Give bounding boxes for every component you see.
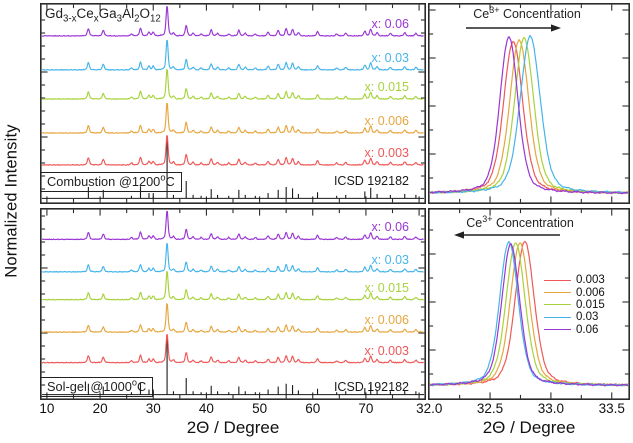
trace-label-x-0.03: x: 0.03 xyxy=(371,50,409,65)
x-tick-label: 32.0 xyxy=(416,401,443,416)
legend-item-label: 0.03 xyxy=(576,311,599,324)
zoom-trace-0.03 xyxy=(429,34,629,194)
y-axis-title: Normalized Intensity xyxy=(2,124,21,278)
panel-frame xyxy=(428,208,630,400)
trace-x-0.03 xyxy=(41,242,424,273)
legend-color-line xyxy=(544,329,571,331)
trace-x-0.006 xyxy=(41,102,424,134)
trace-x-0.015 xyxy=(41,68,424,100)
x-tick-label: 33.0 xyxy=(537,401,565,416)
panel-solgel-pattern xyxy=(40,208,426,400)
legend-item: 0.015 xyxy=(544,299,605,311)
y-ticks xyxy=(429,9,629,179)
x-tick-label: 10 xyxy=(39,401,55,416)
y-ticks xyxy=(41,215,425,386)
legend-color-line xyxy=(544,316,571,318)
trace-label-x-0.006: x: 0.006 xyxy=(364,114,409,129)
trace-label-x-0.015: x: 0.015 xyxy=(364,280,409,295)
trace-label-x-0.015: x: 0.015 xyxy=(364,80,409,95)
y-ticks xyxy=(41,19,425,190)
legend-item-label: 0.015 xyxy=(576,298,605,311)
panel-frame xyxy=(428,3,630,204)
x-tick-label: 50 xyxy=(252,401,268,416)
method-label: Combustion @1200oC xyxy=(40,172,182,192)
legend-item: 0.06 xyxy=(544,324,605,336)
x-tick-label: 33.5 xyxy=(598,401,625,416)
trace-label-x-0.06: x: 0.06 xyxy=(371,16,409,31)
zoom-trace-0.06 xyxy=(429,36,629,195)
concentration-annotation: Ce3+ Concentration xyxy=(466,213,574,230)
legend-color-line xyxy=(544,304,571,306)
reference-pattern-icsd xyxy=(42,338,424,396)
x-tick-label: 20 xyxy=(92,401,108,416)
x-axis-title-right: 2Θ / Degree xyxy=(482,418,576,437)
x-tick-label: 60 xyxy=(305,401,321,416)
legend-item-label: 0.06 xyxy=(576,323,599,336)
trace-label-x-0.03: x: 0.03 xyxy=(371,252,409,267)
trace-x-0.003 xyxy=(41,135,424,166)
x-tick-label: 32.5 xyxy=(476,401,504,416)
legend-color-line xyxy=(544,292,571,294)
panel-frame xyxy=(40,208,426,400)
concentration-arrow xyxy=(466,24,561,32)
trace-x-0.03 xyxy=(42,39,424,71)
trace-x-0.06 xyxy=(41,210,424,241)
reference-pattern-icsd xyxy=(42,140,424,199)
legend-item: 0.003 xyxy=(544,274,605,286)
legend-item-label: 0.006 xyxy=(576,286,605,299)
legend-item: 0.006 xyxy=(544,286,605,299)
trace-x-0.06 xyxy=(41,6,424,37)
reference-label: ICSD 192182 xyxy=(333,380,409,394)
x-ticks xyxy=(459,4,613,203)
trace-x-0.006 xyxy=(41,303,424,333)
legend-item: 0.03 xyxy=(544,311,605,323)
x-axis-title-left: 2Θ / Degree xyxy=(186,418,280,437)
reference-label: ICSD 192182 xyxy=(333,174,409,188)
trace-x-0.015 xyxy=(41,271,425,301)
legend: 0.003 0.006 0.015 0.03 0.06 xyxy=(544,274,605,336)
method-label: Sol-gel @1000oC xyxy=(40,377,154,397)
formula-label: Gd3-xCexGa3Al2O12 xyxy=(45,6,161,25)
panel-combustion-peak-zoom xyxy=(428,3,630,204)
trace-x-0.003 xyxy=(42,334,425,364)
legend-item-label: 0.003 xyxy=(576,274,605,287)
x-ticks xyxy=(459,209,613,399)
y-ticks xyxy=(429,229,629,375)
panel-solgel-peak-zoom xyxy=(428,208,630,400)
panel-frame xyxy=(40,3,426,204)
trace-label-x-0.006: x: 0.006 xyxy=(364,313,409,328)
panel-combustion-pattern xyxy=(40,3,426,204)
concentration-annotation: Ce3+ Concentration xyxy=(473,4,581,21)
zoom-trace-0.06 xyxy=(429,243,629,387)
trace-label-x-0.003: x: 0.003 xyxy=(364,343,409,358)
concentration-arrow xyxy=(454,231,560,239)
trace-label-x-0.06: x: 0.06 xyxy=(371,220,409,235)
zoom-trace-0.015 xyxy=(429,36,629,194)
trace-label-x-0.003: x: 0.003 xyxy=(364,146,409,160)
x-tick-label: 40 xyxy=(198,401,214,416)
x-tick-label: 70 xyxy=(358,401,374,416)
legend-color-line xyxy=(544,279,571,281)
x-tick-label: 30 xyxy=(145,401,161,416)
x-ticks xyxy=(46,209,420,399)
zoom-trace-0.03 xyxy=(429,240,629,387)
